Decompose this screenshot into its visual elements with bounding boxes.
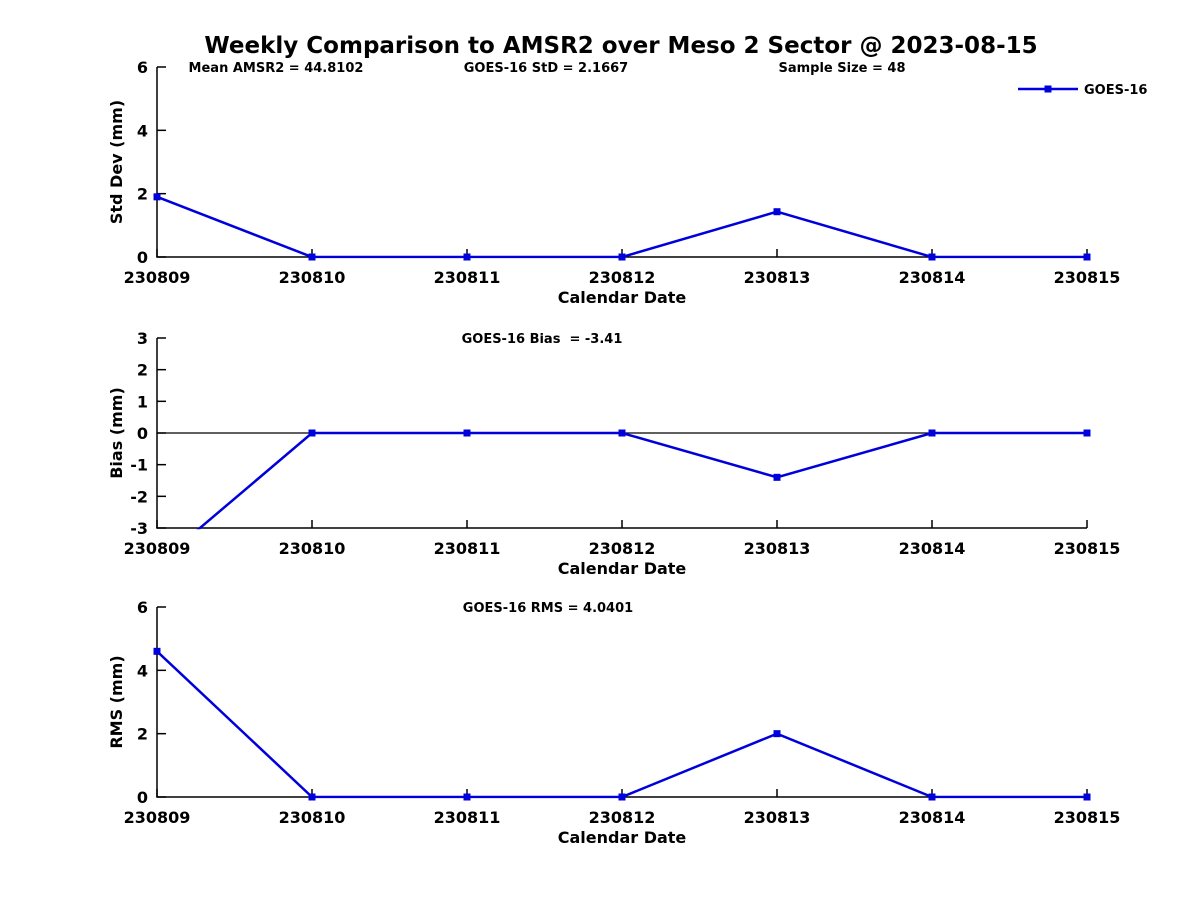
data-marker — [1083, 253, 1091, 261]
data-marker — [773, 473, 781, 481]
data-marker — [463, 253, 471, 261]
data-marker — [1083, 429, 1091, 437]
data-marker — [463, 429, 471, 437]
legend: GOES-16 — [1018, 83, 1147, 98]
x-axis-label: Calendar Date — [558, 828, 687, 847]
x-tick-label: 230814 — [899, 539, 966, 558]
x-tick-label: 230810 — [279, 539, 346, 558]
stat-annotation: GOES-16 StD = 2.1667 — [464, 61, 628, 76]
y-tick-label: 0 — [137, 248, 148, 267]
x-tick-label: 230812 — [589, 808, 656, 827]
y-tick-label: 3 — [137, 329, 148, 348]
y-tick-label: 6 — [137, 598, 148, 617]
y-tick-label: 0 — [137, 424, 148, 443]
x-tick-label: 230811 — [434, 268, 501, 287]
data-marker — [153, 193, 161, 201]
data-marker — [618, 429, 626, 437]
y-axis-label: Bias (mm) — [107, 387, 126, 479]
legend-label: GOES-16 — [1084, 83, 1147, 98]
data-marker — [153, 647, 161, 655]
stat-annotation: Mean AMSR2 = 44.8102 — [189, 61, 364, 76]
y-tick-label: 6 — [137, 58, 148, 77]
stat-annotation: GOES-16 RMS = 4.0401 — [463, 601, 633, 616]
subplot-rms: 0 2 4 6 230809 230810 230811 230812 230813 230814… — [107, 598, 1120, 847]
data-marker — [1083, 793, 1091, 801]
y-tick-label: 2 — [137, 725, 148, 744]
data-marker — [928, 253, 936, 261]
stat-annotation: Sample Size = 48 — [778, 61, 905, 76]
x-tick-label: 230810 — [279, 268, 346, 287]
y-axis-label: Std Dev (mm) — [107, 100, 126, 224]
data-marker — [308, 793, 316, 801]
x-tick-label: 230809 — [124, 539, 191, 558]
x-tick-label: 230812 — [589, 539, 656, 558]
data-marker — [308, 253, 316, 261]
y-tick-label: 4 — [137, 121, 148, 140]
y-tick-label: 2 — [137, 361, 148, 380]
legend-marker — [1044, 85, 1052, 93]
data-marker — [308, 429, 316, 437]
x-tick-label: 230811 — [434, 539, 501, 558]
x-tick-label: 230813 — [744, 268, 811, 287]
data-marker — [928, 429, 936, 437]
data-marker — [773, 208, 781, 216]
y-axis-label: RMS (mm) — [107, 655, 126, 748]
data-marker — [618, 793, 626, 801]
x-tick-label: 230814 — [899, 268, 966, 287]
y-tick-label: 0 — [137, 788, 148, 807]
x-tick-label: 230809 — [124, 268, 191, 287]
x-axis-label: Calendar Date — [558, 559, 687, 578]
x-tick-label: 230814 — [899, 808, 966, 827]
x-axis-label: Calendar Date — [558, 288, 687, 307]
data-marker — [618, 253, 626, 261]
data-marker — [773, 730, 781, 738]
x-tick-label: 230810 — [279, 808, 346, 827]
y-tick-label: 2 — [137, 185, 148, 204]
x-tick-label: 230813 — [744, 808, 811, 827]
x-tick-label: 230813 — [744, 539, 811, 558]
y-tick-label: -2 — [130, 487, 148, 506]
y-tick-label: 4 — [137, 661, 148, 680]
x-tick-label: 230815 — [1054, 808, 1121, 827]
data-marker — [463, 793, 471, 801]
x-tick-label: 230815 — [1054, 268, 1121, 287]
x-tick-label: 230811 — [434, 808, 501, 827]
data-marker — [928, 793, 936, 801]
x-tick-label: 230809 — [124, 808, 191, 827]
data-line — [156, 195, 1087, 259]
data-line — [156, 650, 1087, 799]
y-tick-label: 1 — [137, 392, 148, 411]
stat-annotation: GOES-16 Bias = -3.41 — [462, 332, 623, 347]
x-tick-label: 230815 — [1054, 539, 1121, 558]
y-tick-label: -1 — [130, 456, 148, 475]
x-tick-label: 230812 — [589, 268, 656, 287]
subplot-std-dev: 0 2 4 6 230809 230810 230811 230812 230813 230814… — [107, 58, 1147, 307]
chart-title: Weekly Comparison to AMSR2 over Meso 2 S… — [204, 33, 1037, 59]
y-tick-label: -3 — [130, 519, 148, 538]
